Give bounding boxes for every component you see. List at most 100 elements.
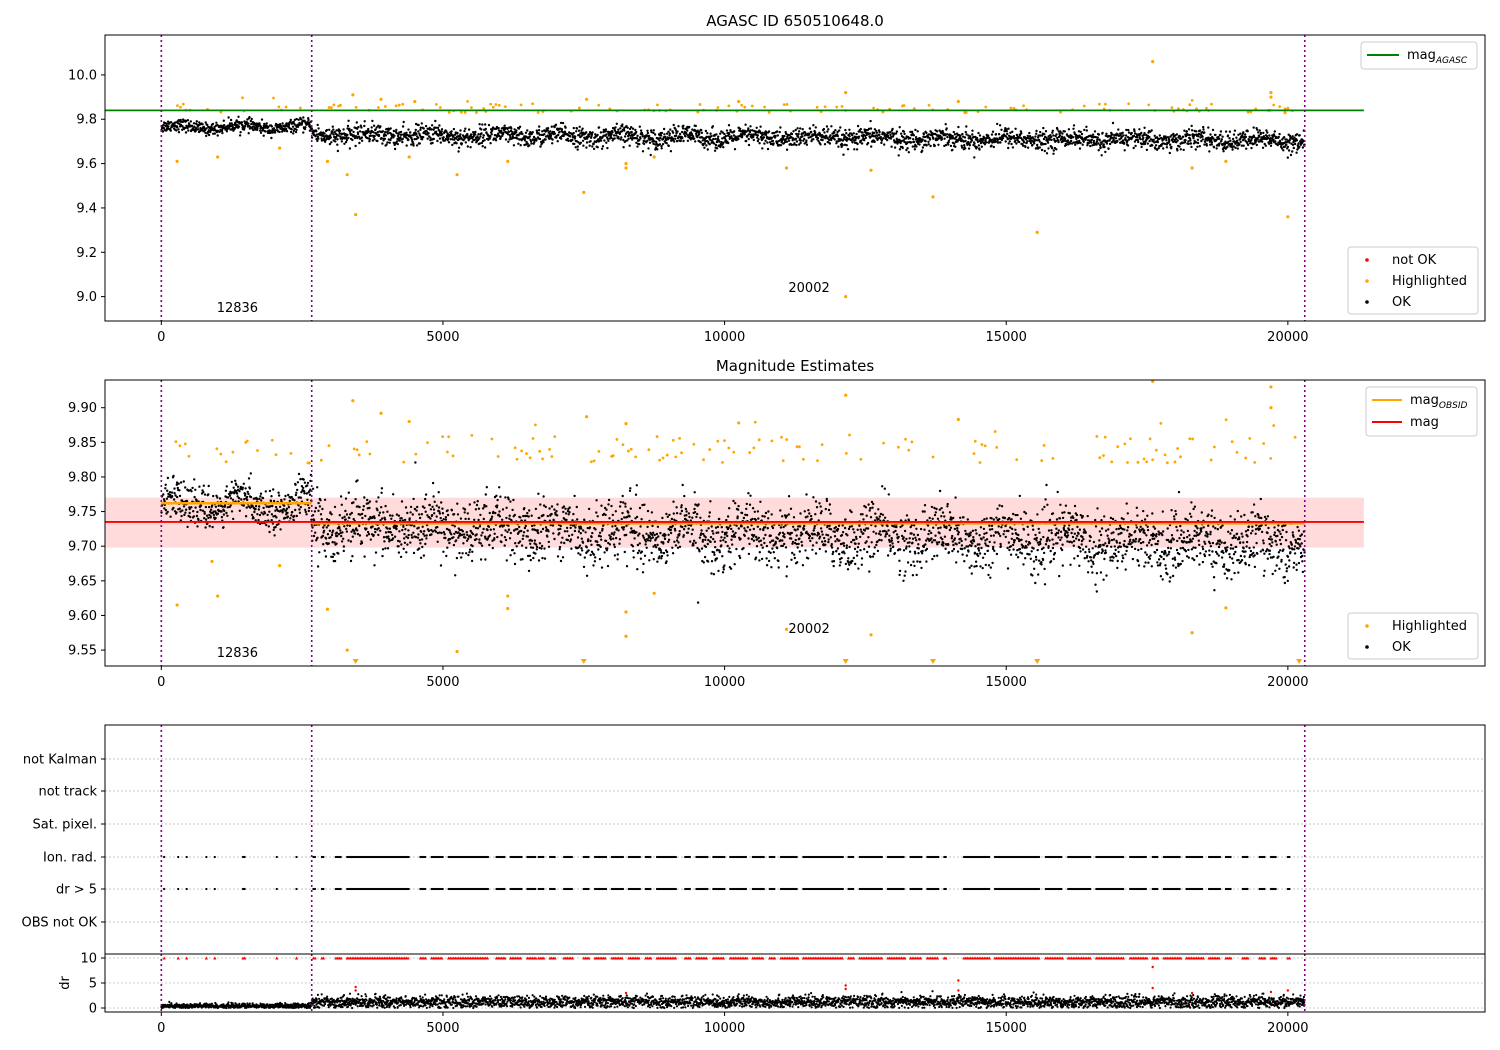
agasc-highlighted-point <box>1286 106 1290 110</box>
dr-capped-marker <box>1274 956 1278 960</box>
agasc-highlighted-point <box>506 159 510 163</box>
agasc-highlighted-point <box>325 159 330 163</box>
dr-capped-marker <box>162 956 166 960</box>
magnitude-highlighted-point <box>781 459 785 463</box>
legend-highlighted-label: Highlighted <box>1392 619 1467 634</box>
legend-highlighted-label: Highlighted <box>1392 274 1467 289</box>
agasc-highlighted-point <box>345 173 349 177</box>
agasc-annotation-12836: 12836 <box>217 301 258 316</box>
magnitude-highlighted-point <box>470 434 474 437</box>
magnitude-ytick-label: 9.60 <box>68 609 97 624</box>
magnitude-highlighted-point <box>1212 445 1216 449</box>
magnitude-highlighted-point <box>270 438 274 442</box>
dr-capped-marker <box>313 956 317 960</box>
legend-ok-label: OK <box>1392 640 1411 655</box>
agasc-highlighted-point <box>447 111 451 114</box>
agasc-highlighted-point <box>727 104 731 108</box>
dr-capped-marker <box>339 956 343 960</box>
magnitude-highlighted-point <box>1159 421 1163 425</box>
dr-capped-marker <box>903 956 907 960</box>
magnitude-highlighted-point <box>748 451 752 454</box>
magnitude-highlighted-point <box>671 438 675 442</box>
dr-xtick-label: 15000 <box>986 1021 1027 1036</box>
magnitude-highlighted-point <box>1176 447 1180 450</box>
agasc-highlighted-point <box>338 103 342 107</box>
magnitude-highlighted-point <box>757 438 761 442</box>
magnitude-clipped-marker <box>842 659 849 664</box>
magnitude-highlighted-point <box>1040 459 1044 462</box>
agasc-highlighted-point <box>494 103 498 106</box>
magnitude-highlighted-point <box>187 454 191 458</box>
agasc-annotations: 12836 20002 <box>217 281 830 316</box>
magnitude-panel: Magnitude Estimates 0 5000 10000 15000 20000… <box>68 357 1486 690</box>
dr-capped-marker <box>503 956 507 960</box>
magnitude-highlighted-point <box>678 436 681 440</box>
agasc-highlighted-point <box>927 103 931 107</box>
dr-capped-marker <box>1156 956 1160 960</box>
dr-capped-marker <box>620 956 624 960</box>
magnitude-highlighted-point <box>1126 461 1129 464</box>
magnitude-highlighted-point <box>357 453 361 457</box>
magnitude-highlighted-point <box>844 451 848 455</box>
agasc-highlighted-point <box>844 295 848 299</box>
agasc-highlighted-point <box>181 102 185 106</box>
magnitude-annotation-12836: 12836 <box>217 646 258 661</box>
magnitude-highlighted-point <box>1293 435 1297 439</box>
dr-capped-marker <box>851 956 856 960</box>
magnitude-highlighted-point <box>780 435 783 439</box>
magnitude-highlighted-point <box>1248 436 1252 440</box>
magnitude-xtick-label: 20000 <box>1267 675 1308 690</box>
magnitude-highlighted-point <box>216 594 220 598</box>
agasc-highlighted-point <box>354 212 358 217</box>
dr-capped-marker <box>423 956 428 960</box>
agasc-highlighted-point <box>278 146 282 150</box>
agasc-highlighted-point <box>531 102 535 106</box>
agasc-highlighted-point <box>332 103 336 107</box>
dr-capped-marker <box>987 956 991 960</box>
magnitude-xtick-label: 10000 <box>704 675 745 690</box>
magnitude-highlighted-point <box>1188 437 1192 441</box>
magnitude-highlighted-point <box>995 446 999 449</box>
dr-capped-marker <box>919 956 923 960</box>
dr-capped-marker <box>704 956 709 960</box>
magnitude-highlighted-point <box>634 455 638 459</box>
agasc-panel-title: AGASC ID 650510648.0 <box>706 12 884 30</box>
dr-capped-marker <box>553 956 557 960</box>
magnitude-highlighted-point <box>716 439 720 443</box>
agasc-highlighted-point <box>1210 102 1213 106</box>
magnitude-highlighted-point <box>820 443 824 446</box>
dr-not-ok-point <box>354 985 357 989</box>
magnitude-clipped-marker <box>580 659 587 664</box>
magnitude-highlighted-point <box>345 648 349 652</box>
magnitude-highlighted-point <box>528 456 532 460</box>
flags-category-label: OBS not OK <box>22 916 98 931</box>
magnitude-plot-area <box>105 379 1364 666</box>
magnitude-highlighted-point <box>732 450 736 454</box>
agasc-highlighted-point <box>698 103 702 106</box>
magnitude-highlighted-point <box>1145 460 1149 464</box>
magnitude-highlighted-point <box>647 448 651 452</box>
magnitude-highlighted-point <box>753 420 757 424</box>
agasc-highlighted-point <box>241 96 244 100</box>
agasc-plot-area <box>105 35 1364 321</box>
magnitude-highlighted-point <box>621 443 625 447</box>
agasc-highlighted-point <box>1147 103 1151 107</box>
dr-capped-marker <box>673 956 678 960</box>
agasc-ytick-label: 9.8 <box>76 113 97 128</box>
magnitude-highlighted-point <box>652 591 656 595</box>
agasc-xtick-label: 10000 <box>704 330 745 345</box>
magnitude-highlighted-point <box>721 460 724 464</box>
magnitude-highlighted-point <box>1129 437 1132 441</box>
dr-not-ok-point <box>957 989 960 992</box>
agasc-highlighted-point <box>624 161 628 166</box>
agasc-axes-frame <box>104 34 1486 322</box>
magnitude-highlighted-point <box>597 449 601 453</box>
magnitude-highlighted-point <box>441 435 445 439</box>
agasc-highlighted-point <box>656 103 659 107</box>
agasc-highlighted-point <box>785 102 789 106</box>
agasc-highlighted-point <box>284 105 288 109</box>
agasc-highlighted-point <box>1127 102 1131 106</box>
magnitude-highlighted-point <box>983 444 987 448</box>
magnitude-highlighted-point <box>859 457 863 461</box>
magnitude-highlighted-point <box>993 430 997 433</box>
